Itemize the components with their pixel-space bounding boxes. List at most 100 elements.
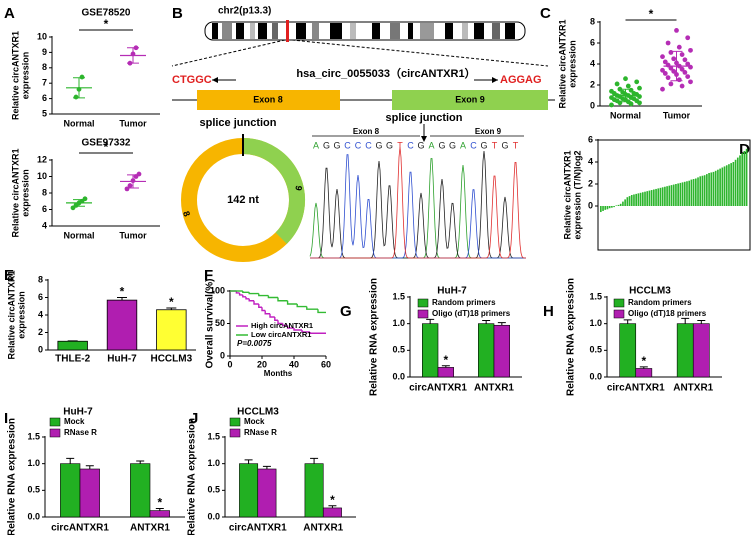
x-tick-label: ANTXR1 [303, 523, 343, 534]
bar [688, 180, 691, 206]
ring-size: 142 nt [227, 194, 259, 206]
sd-bar [619, 88, 632, 103]
error-bar [136, 460, 145, 464]
data-point [662, 71, 668, 76]
panel-letter: E [4, 267, 14, 284]
data-point [660, 67, 665, 73]
data-point [671, 68, 677, 74]
data-point [671, 56, 677, 62]
plot-frame [597, 139, 751, 251]
error-bar [166, 307, 177, 310]
bar [304, 463, 324, 518]
y-tick-label: 1.0 [207, 458, 220, 468]
base-call: T [492, 140, 498, 150]
bar [734, 159, 737, 206]
y-tick-label: 10 [37, 171, 47, 181]
data-point [679, 66, 685, 72]
annotation: * [169, 295, 174, 309]
x-tick-label: Normal [610, 110, 641, 120]
y-tick-label: 1.0 [589, 318, 602, 328]
y-tick-label: 1.5 [27, 431, 40, 441]
exon-label: Exon 8 [253, 94, 283, 104]
y-tick-label: 6 [588, 134, 593, 144]
annotation: * [104, 17, 109, 31]
bar [732, 162, 735, 206]
base-call: G [449, 140, 456, 150]
legend-label: Low circANTXR1 [251, 330, 311, 339]
bar [655, 188, 657, 206]
data-point [625, 83, 631, 89]
band [390, 23, 400, 39]
bar [628, 196, 631, 206]
error-bar [497, 322, 506, 326]
band [492, 23, 500, 39]
trace [310, 150, 526, 259]
bar [659, 187, 662, 206]
legend-swatch [49, 428, 61, 438]
error-bar [697, 319, 706, 324]
band [250, 23, 255, 39]
survival-step [301, 330, 310, 333]
bar [648, 190, 651, 206]
exon-label: Exon 9 [455, 94, 485, 104]
base-call: C [470, 140, 477, 150]
arrow-head [492, 77, 498, 83]
band [445, 23, 453, 39]
annotation: P=0.0075 [237, 339, 272, 348]
data-point [685, 35, 691, 41]
x-tick-label: 0 [227, 359, 232, 369]
chart-title: HCCLM3 [629, 286, 671, 297]
bar [478, 323, 495, 378]
bar [608, 206, 611, 209]
x-tick-label: circANTXR1 [229, 523, 287, 534]
error-bar [426, 318, 435, 324]
legend-label: High circANTXR1 [251, 321, 313, 330]
bar [712, 171, 715, 206]
x-tick-label: ANTXR1 [474, 383, 514, 394]
panel-letter: B [172, 5, 183, 22]
data-point [676, 77, 682, 83]
survival-step [253, 300, 259, 305]
data-point [679, 52, 685, 57]
annotation: * [330, 493, 335, 507]
y-axis-label: Relative circANTXR1 [557, 19, 567, 108]
y-tick-label: 7 [42, 78, 47, 88]
bar [717, 169, 719, 206]
locus: chr2(p13.3) [218, 6, 271, 17]
bar [703, 175, 706, 206]
x-tick-label: THLE-2 [55, 354, 90, 365]
y-tick-label: 8 [590, 16, 595, 26]
y-tick-label: 1.0 [27, 458, 40, 468]
y-tick-label: 100 [210, 285, 225, 295]
legend-label: Oligo (dT)18 primers [628, 309, 707, 318]
junction-label: splice junction [199, 117, 276, 129]
base-call: G [438, 140, 445, 150]
y-tick-label: 6 [38, 292, 43, 302]
bar [719, 168, 721, 206]
band [462, 23, 468, 39]
ring-arc [242, 138, 306, 244]
bar [692, 323, 710, 378]
right-seq: AGGAG [500, 74, 542, 86]
y-tick-label: 4 [588, 156, 593, 166]
error-bar [66, 457, 75, 464]
bar [641, 192, 644, 206]
bar [257, 468, 277, 518]
survival-step [277, 297, 288, 302]
error-bar [155, 507, 164, 511]
bar [681, 182, 684, 206]
base-call: C [365, 140, 372, 150]
data-point [676, 44, 682, 50]
bar [714, 170, 717, 206]
survival-step [286, 300, 298, 305]
bar [611, 206, 613, 208]
locus-mark [286, 20, 289, 42]
bar [613, 206, 615, 208]
panel-letter: J [190, 410, 198, 427]
exon [392, 90, 548, 110]
data-point [73, 94, 79, 100]
bar [701, 175, 704, 206]
bar [728, 164, 730, 206]
band [222, 23, 232, 39]
